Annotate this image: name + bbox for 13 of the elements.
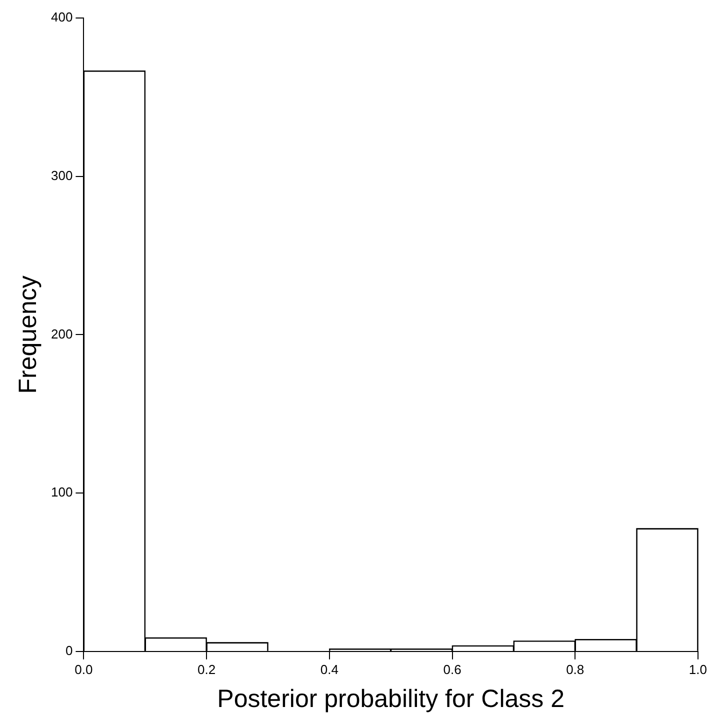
x-tick-label: 0.2 xyxy=(198,662,216,677)
x-tick-label: 0.4 xyxy=(320,662,338,677)
x-axis-title: Posterior probability for Class 2 xyxy=(217,684,565,713)
x-tick-label: 0.0 xyxy=(74,662,93,677)
y-tick-label: 0 xyxy=(65,642,73,658)
x-tick-label: 0.8 xyxy=(566,662,584,677)
y-tick-label: 300 xyxy=(50,168,73,183)
y-tick-label: 100 xyxy=(50,484,73,500)
y-tick-label: 200 xyxy=(50,326,73,342)
x-tick-label: 1.0 xyxy=(688,662,708,677)
y-axis-title: Frequency xyxy=(14,275,42,394)
y-tick-label: 400 xyxy=(50,10,73,25)
x-tick-label: 0.6 xyxy=(443,662,462,677)
